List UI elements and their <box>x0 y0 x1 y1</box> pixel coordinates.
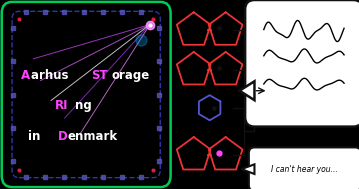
Text: D: D <box>58 130 67 143</box>
Text: enmark: enmark <box>68 130 118 143</box>
Text: A: A <box>21 69 30 82</box>
Text: ST: ST <box>91 69 108 82</box>
Text: ng: ng <box>75 99 92 112</box>
Polygon shape <box>239 81 255 100</box>
Text: arhus: arhus <box>31 69 73 82</box>
FancyBboxPatch shape <box>249 147 359 189</box>
Text: I can't hear you...: I can't hear you... <box>271 165 338 174</box>
Polygon shape <box>241 164 255 174</box>
Text: orage: orage <box>112 69 150 82</box>
Text: in: in <box>28 130 44 143</box>
FancyBboxPatch shape <box>245 0 359 127</box>
Text: RI: RI <box>55 99 69 112</box>
